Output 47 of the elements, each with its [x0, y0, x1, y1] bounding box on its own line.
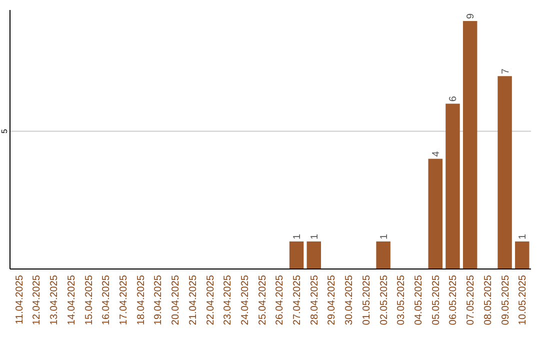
x-tick-label: 02.05.2025 — [378, 274, 390, 326]
x-tick-label: 19.04.2025 — [153, 274, 164, 326]
x-tick-label: 24.04.2025 — [240, 274, 251, 326]
x-tick-label: 04.05.2025 — [414, 274, 425, 326]
x-tick-label: 28.04.2025 — [309, 274, 320, 326]
data-label: 6 — [448, 96, 460, 102]
x-tick-label: 27.04.2025 — [292, 274, 304, 326]
x-tick-label: 07.05.2025 — [466, 274, 477, 326]
x-tick-label: 08.05.2025 — [482, 274, 494, 326]
x-tick-label: 06.05.2025 — [448, 274, 460, 326]
data-label: 1 — [292, 233, 304, 240]
x-tick-label: 05.05.2025 — [430, 274, 442, 326]
x-tick-label: 18.04.2025 — [136, 274, 147, 326]
x-tick-label: 20.04.2025 — [170, 274, 182, 326]
bar — [515, 241, 530, 269]
bar — [498, 76, 512, 269]
x-tick-label: 22.04.2025 — [205, 274, 216, 326]
x-tick-label: 10.05.2025 — [518, 274, 529, 326]
bar — [428, 158, 442, 269]
bar — [306, 241, 322, 269]
x-tick-label: 29.04.2025 — [326, 274, 338, 326]
data-label: 1 — [309, 233, 320, 240]
x-tick-label: 16.04.2025 — [101, 274, 112, 326]
x-tick-label: 17.04.2025 — [118, 274, 130, 326]
data-label: 7 — [500, 68, 512, 74]
bar — [376, 241, 390, 269]
x-tick-label: 25.04.2025 — [257, 274, 268, 326]
data-label: 9 — [466, 13, 477, 20]
x-tick-label: 26.04.2025 — [274, 274, 286, 326]
x-tick-label: 01.05.2025 — [361, 274, 372, 326]
x-tick-label: 23.04.2025 — [222, 274, 234, 326]
x-tick-label: 21.04.2025 — [188, 274, 199, 326]
x-tick-label: 09.05.2025 — [500, 274, 512, 326]
bar — [462, 21, 478, 269]
data-label: 4 — [430, 150, 442, 157]
x-tick-label: 03.05.2025 — [396, 274, 408, 326]
x-tick-label: 13.04.2025 — [49, 274, 60, 326]
x-tick-label: 14.04.2025 — [66, 274, 78, 326]
x-tick-label: 15.04.2025 — [84, 274, 95, 326]
y-tick-label: 5 — [0, 128, 9, 134]
x-tick-label: 12.04.2025 — [32, 274, 43, 326]
x-tick-label: 30.04.2025 — [344, 274, 356, 326]
bar — [289, 241, 304, 269]
bar — [446, 104, 460, 269]
data-label: 1 — [378, 233, 390, 240]
data-label: 1 — [518, 233, 529, 240]
x-tick-label: 11.04.2025 — [14, 274, 26, 324]
